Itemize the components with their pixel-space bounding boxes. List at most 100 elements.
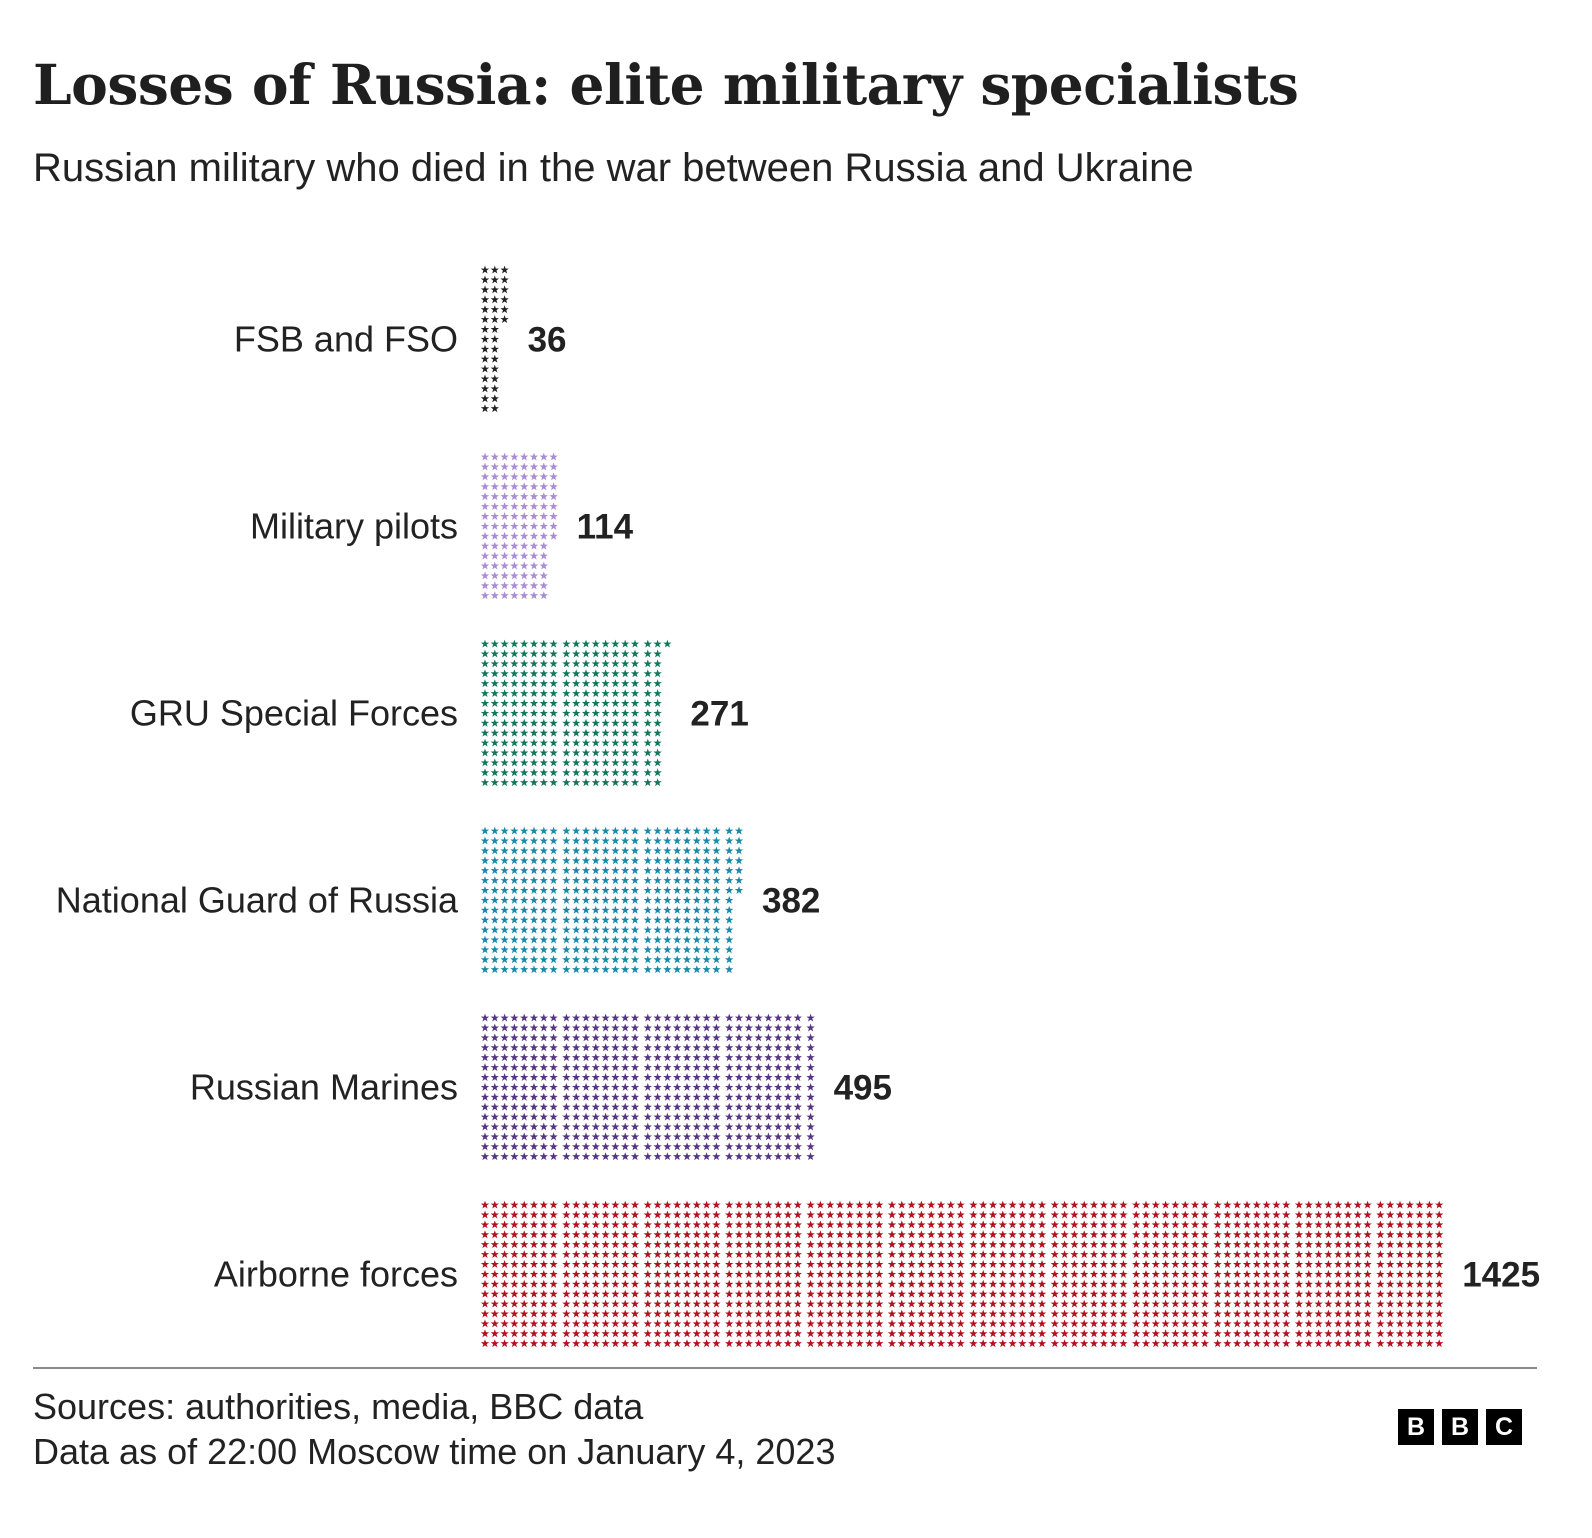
star-mark — [500, 1220, 509, 1229]
star-mark — [562, 895, 571, 904]
star-mark — [1099, 1309, 1108, 1318]
star-mark — [520, 472, 529, 481]
star-mark — [591, 689, 600, 698]
star-mark — [1282, 1319, 1291, 1328]
star-mark — [936, 1200, 946, 1209]
star-mark — [490, 265, 499, 274]
star-mark — [1190, 1260, 1200, 1268]
star-mark — [1171, 1319, 1180, 1328]
star-mark — [754, 1092, 763, 1101]
star-mark — [1099, 1329, 1108, 1338]
star-mark — [1119, 1289, 1128, 1298]
star-mark — [682, 866, 692, 875]
star-mark — [591, 836, 600, 845]
star-mark — [702, 1082, 711, 1091]
star-mark — [539, 778, 548, 787]
star-mark — [673, 1240, 682, 1249]
star-mark — [875, 1240, 884, 1249]
star-mark — [806, 1053, 815, 1062]
star-mark — [783, 1132, 793, 1141]
star-mark — [998, 1299, 1007, 1308]
star-mark — [927, 1240, 936, 1249]
star-mark — [591, 1210, 600, 1219]
star-mark — [946, 1339, 955, 1348]
star-mark — [549, 1142, 558, 1151]
star-mark — [562, 945, 571, 954]
star-mark — [816, 1309, 825, 1318]
star-mark — [549, 965, 558, 974]
star-mark — [621, 778, 630, 787]
star-mark — [682, 1142, 692, 1151]
star-mark — [673, 1092, 682, 1101]
star-mark — [692, 836, 701, 845]
star-mark — [621, 1250, 630, 1259]
star-mark — [663, 1063, 672, 1072]
star-mark — [1151, 1309, 1160, 1318]
star-mark — [1262, 1279, 1271, 1288]
star-mark — [826, 1240, 835, 1249]
star-mark — [1334, 1260, 1343, 1268]
star-mark — [673, 905, 682, 914]
star-mark — [1353, 1309, 1362, 1318]
star-mark — [611, 659, 620, 668]
star-mark — [1395, 1200, 1405, 1209]
star-mark — [1171, 1220, 1180, 1229]
star-mark — [663, 1299, 672, 1308]
star-mark — [1376, 1250, 1385, 1259]
star-mark — [490, 541, 499, 550]
star-mark — [581, 1132, 591, 1141]
star-mark — [510, 1152, 519, 1161]
star-mark — [572, 708, 581, 717]
star-mark — [591, 1339, 600, 1348]
star-mark — [979, 1279, 988, 1288]
star-mark — [1282, 1299, 1291, 1308]
star-mark — [744, 1063, 753, 1072]
star-mark — [764, 1053, 773, 1062]
star-mark — [1334, 1279, 1343, 1288]
star-mark — [956, 1279, 965, 1288]
star-mark — [682, 1230, 692, 1239]
star-mark — [480, 1082, 490, 1091]
star-mark — [682, 1289, 692, 1298]
star-mark — [1190, 1279, 1200, 1288]
star-mark — [875, 1289, 884, 1298]
star-mark — [1304, 1269, 1313, 1278]
star-mark — [1119, 1250, 1128, 1259]
star-mark — [1089, 1240, 1099, 1249]
star-mark — [1223, 1230, 1232, 1239]
star-mark — [601, 895, 610, 904]
star-mark — [1171, 1200, 1180, 1209]
star-mark — [621, 758, 630, 767]
star-mark — [1223, 1329, 1232, 1338]
star-mark — [835, 1319, 845, 1328]
star-mark — [793, 1122, 802, 1131]
star-mark — [1099, 1299, 1108, 1308]
star-mark — [702, 1200, 711, 1209]
star-mark — [549, 915, 558, 924]
star-mark — [581, 758, 591, 767]
star-mark — [682, 935, 692, 944]
star-mark — [835, 1250, 845, 1259]
star-mark — [692, 1269, 701, 1278]
star-mark — [1435, 1230, 1444, 1239]
star-mark — [490, 945, 499, 954]
star-mark — [1242, 1210, 1252, 1219]
star-mark — [500, 836, 509, 845]
star-mark — [611, 935, 620, 944]
star-mark — [490, 886, 499, 894]
star-mark — [520, 1152, 529, 1161]
star-mark — [1099, 1230, 1108, 1239]
star-mark — [500, 669, 509, 678]
star-mark — [1018, 1260, 1027, 1268]
star-mark — [1080, 1279, 1089, 1288]
star-mark — [643, 679, 652, 688]
star-mark — [572, 718, 581, 727]
star-mark — [549, 1102, 558, 1111]
star-mark — [673, 1339, 682, 1348]
star-mark — [643, 728, 652, 737]
star-mark — [520, 1142, 529, 1151]
star-mark — [653, 728, 662, 737]
star-mark — [663, 1013, 672, 1022]
star-mark — [744, 1152, 753, 1161]
star-mark — [1294, 1230, 1304, 1239]
